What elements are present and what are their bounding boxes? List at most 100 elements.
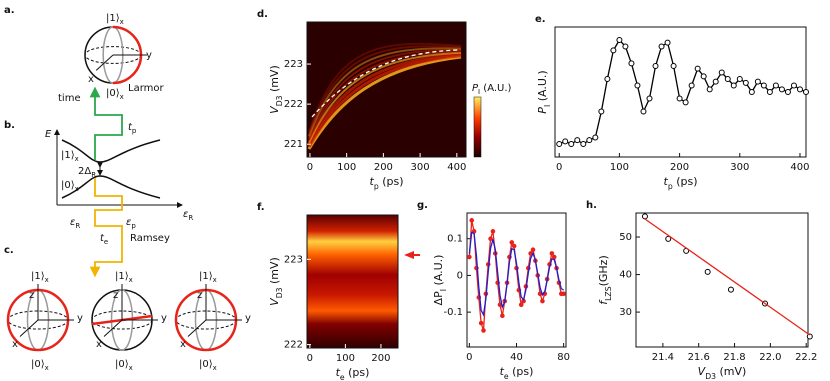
heatmap bbox=[307, 215, 398, 348]
te-label-part: e bbox=[104, 238, 108, 246]
state-label-part: |1⟩ bbox=[31, 271, 45, 282]
state-label-part: |0⟩ bbox=[106, 88, 120, 99]
axis-label: z bbox=[197, 290, 202, 301]
data-point bbox=[664, 39, 671, 46]
eps-r-label-part: ε bbox=[70, 217, 76, 228]
data-point bbox=[665, 235, 672, 242]
series-line bbox=[644, 218, 811, 336]
y-axis-label-part: f bbox=[597, 299, 610, 305]
state-label-part: |1⟩ bbox=[61, 150, 75, 161]
larmor-label: Larmor bbox=[128, 83, 164, 94]
x-tick-label: 0 bbox=[556, 162, 562, 173]
data-point bbox=[718, 69, 725, 76]
data-point bbox=[481, 328, 486, 333]
y-tick-label: 223 bbox=[284, 59, 303, 70]
x-tick-label: 100 bbox=[610, 162, 629, 173]
y-tick-label: 50 bbox=[619, 232, 632, 243]
y-axis-label-part: (A.U.) bbox=[536, 70, 549, 104]
heatmap-streak bbox=[307, 54, 462, 148]
y-tick-label: 222 bbox=[284, 99, 303, 110]
y-axis-label-part: LZS bbox=[604, 286, 613, 301]
data-point bbox=[598, 108, 605, 115]
data-point bbox=[806, 333, 813, 340]
state-label-part: x bbox=[45, 364, 49, 372]
data-point bbox=[616, 37, 623, 43]
x-axis-label-part: V bbox=[698, 365, 707, 378]
series-line bbox=[468, 231, 564, 317]
data-point bbox=[712, 78, 719, 85]
x-axis-label-part: t bbox=[336, 366, 341, 379]
data-point bbox=[803, 89, 809, 95]
state-label-part: |1⟩ bbox=[199, 271, 213, 282]
panel-letter: a. bbox=[4, 5, 15, 16]
data-point bbox=[730, 82, 737, 89]
x-axis-label-part: (mV) bbox=[716, 365, 746, 378]
data-point bbox=[652, 63, 659, 69]
tp-label: tp bbox=[128, 122, 137, 135]
eps-r-label: εR bbox=[70, 217, 80, 230]
plot-frame bbox=[306, 21, 467, 158]
heatmap-streak bbox=[308, 47, 462, 137]
data-point bbox=[704, 268, 711, 275]
ramsey-pulse bbox=[89, 178, 123, 278]
state-label-part: x bbox=[213, 276, 217, 284]
state-label: |0⟩x bbox=[106, 88, 124, 101]
axis-label: z bbox=[29, 290, 34, 301]
eps-p-label: εp bbox=[126, 217, 136, 230]
state-label: |1⟩x bbox=[115, 271, 133, 284]
lower-level bbox=[61, 175, 161, 199]
te-label-part: t bbox=[100, 233, 105, 244]
state-label: |0⟩x bbox=[31, 359, 49, 372]
data-point bbox=[766, 89, 773, 95]
data-point bbox=[511, 243, 517, 249]
x-axis-label-part: (ps) bbox=[379, 175, 404, 188]
x-tick-label: 100 bbox=[336, 353, 355, 364]
x-tick-label: 0 bbox=[307, 353, 313, 364]
data-point bbox=[610, 47, 617, 54]
heatmap-streak bbox=[308, 48, 462, 139]
y-axis-label: VD3 (mV) bbox=[268, 257, 284, 306]
colorbar bbox=[473, 96, 482, 158]
gap-label-part: 2Δ bbox=[78, 166, 91, 177]
panel-letter: d. bbox=[257, 9, 268, 20]
y-axis-label: fLZS(GHz) bbox=[597, 255, 613, 304]
detuning-label-part: ε bbox=[183, 209, 189, 220]
data-point bbox=[760, 82, 767, 89]
data-point bbox=[754, 78, 761, 85]
data-point bbox=[742, 79, 749, 86]
data-point bbox=[641, 213, 648, 220]
x-tick-label: 400 bbox=[790, 162, 809, 173]
heatmap-streak bbox=[307, 52, 462, 146]
plot-frame bbox=[635, 212, 809, 348]
x-axis-label-part: p bbox=[374, 182, 379, 191]
y-axis-label-part: V bbox=[268, 105, 281, 114]
y-tick-label: 222 bbox=[284, 340, 303, 351]
state-label-part: x bbox=[45, 276, 49, 284]
data-point bbox=[580, 141, 587, 147]
panel-letter: b. bbox=[4, 120, 15, 131]
state-label-part: x bbox=[120, 18, 124, 26]
data-point bbox=[676, 95, 683, 102]
y-axis-label-part: I bbox=[439, 289, 448, 291]
y-tick-label: 30 bbox=[619, 307, 632, 318]
x-tick-label: 100 bbox=[337, 162, 356, 173]
data-point bbox=[748, 89, 755, 95]
data-point bbox=[670, 63, 677, 69]
y-axis-label: PI (A.U.) bbox=[536, 70, 552, 113]
panel-letter: f. bbox=[257, 202, 265, 213]
x-tick-label: 200 bbox=[670, 162, 689, 173]
state-label-part: x bbox=[129, 364, 133, 372]
data-point bbox=[790, 82, 797, 89]
state-label-part: x bbox=[213, 364, 217, 372]
axis-label: x bbox=[180, 339, 186, 350]
y-axis-label-part: D3 bbox=[275, 287, 284, 298]
y-axis-label-part: I bbox=[543, 105, 552, 107]
data-point bbox=[682, 99, 689, 106]
state-label-part: x bbox=[129, 276, 133, 284]
y-tick-label: 40 bbox=[619, 270, 632, 281]
axis-label: y bbox=[245, 313, 251, 324]
y-axis-label-part: (mV) bbox=[268, 257, 281, 287]
data-point bbox=[551, 254, 557, 260]
tp-label-part: p bbox=[132, 127, 137, 135]
